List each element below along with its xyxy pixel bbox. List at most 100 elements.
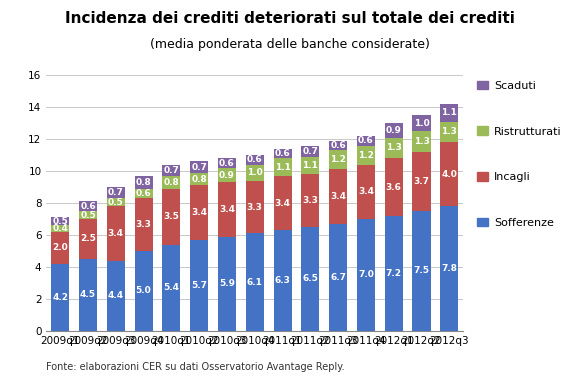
Text: 1.1: 1.1 [274, 162, 291, 171]
Text: 1.0: 1.0 [413, 119, 430, 127]
Bar [79, 202, 97, 211]
Text: 6.7: 6.7 [330, 273, 346, 282]
Bar [162, 165, 181, 176]
Bar [79, 219, 97, 259]
Text: Fonte: elaborazioni CER su dati Osservatorio Avantage Reply.: Fonte: elaborazioni CER su dati Osservat… [46, 362, 345, 372]
Bar [384, 123, 403, 138]
Bar [107, 187, 125, 198]
Bar [301, 227, 320, 331]
Text: 4.5: 4.5 [80, 290, 96, 299]
Text: 5.0: 5.0 [135, 287, 152, 296]
Bar [440, 206, 459, 331]
Text: 3.7: 3.7 [413, 177, 430, 186]
Bar [162, 176, 181, 189]
Text: 1.2: 1.2 [358, 151, 374, 159]
Text: 3.3: 3.3 [247, 203, 263, 212]
Bar [190, 162, 208, 173]
Bar [440, 104, 459, 121]
Text: 4.4: 4.4 [108, 291, 124, 300]
Bar [190, 240, 208, 331]
Text: 2.0: 2.0 [52, 243, 68, 252]
Text: 0.7: 0.7 [302, 147, 318, 156]
Bar [301, 157, 320, 174]
Text: 0.8: 0.8 [135, 178, 152, 187]
Text: 1.1: 1.1 [302, 161, 318, 170]
Text: 5.9: 5.9 [219, 279, 235, 288]
Text: 0.6: 0.6 [330, 141, 346, 150]
Bar [79, 211, 97, 219]
Text: 0.9: 0.9 [386, 126, 402, 135]
Bar [245, 165, 264, 181]
Text: 0.5: 0.5 [80, 211, 96, 220]
Bar [134, 198, 153, 251]
Text: 3.5: 3.5 [163, 212, 179, 221]
Bar [107, 206, 125, 261]
Text: 0.6: 0.6 [80, 202, 96, 211]
Bar [273, 230, 292, 331]
Text: 0.8: 0.8 [191, 174, 207, 183]
Bar [301, 146, 320, 157]
Text: 4.2: 4.2 [52, 293, 68, 302]
Text: 0.5: 0.5 [108, 198, 124, 207]
Bar [273, 176, 292, 230]
Bar [412, 211, 431, 331]
Text: 7.0: 7.0 [358, 270, 374, 279]
Text: 0.7: 0.7 [191, 162, 207, 171]
Bar [329, 141, 347, 150]
Bar [218, 182, 236, 237]
Text: 0.7: 0.7 [108, 188, 124, 197]
Text: 3.4: 3.4 [108, 229, 124, 238]
Text: 3.4: 3.4 [219, 205, 235, 214]
Bar [412, 115, 431, 131]
Text: 6.3: 6.3 [274, 276, 291, 285]
Text: 0.6: 0.6 [358, 136, 374, 145]
Bar [162, 189, 181, 244]
Bar [162, 244, 181, 331]
Text: 3.4: 3.4 [191, 208, 207, 217]
Bar [190, 185, 208, 240]
Text: 0.7: 0.7 [163, 166, 179, 175]
Text: 1.3: 1.3 [441, 127, 457, 136]
Bar [273, 158, 292, 176]
Bar [134, 189, 153, 198]
Text: 0.8: 0.8 [163, 178, 179, 187]
Bar [329, 150, 347, 170]
Text: 5.4: 5.4 [163, 283, 179, 292]
Text: 5.7: 5.7 [191, 281, 207, 290]
Text: 1.3: 1.3 [413, 137, 430, 146]
Bar [273, 149, 292, 158]
Bar [51, 232, 69, 264]
Bar [218, 237, 236, 331]
Text: Incidenza dei crediti deteriorati sul totale dei crediti: Incidenza dei crediti deteriorati sul to… [65, 11, 514, 26]
Text: 1.0: 1.0 [247, 168, 263, 177]
Bar [51, 217, 69, 225]
Text: 7.5: 7.5 [413, 267, 430, 276]
Text: 3.6: 3.6 [386, 183, 402, 191]
Bar [329, 170, 347, 224]
Text: (media ponderata delle banche considerate): (media ponderata delle banche considerat… [149, 38, 430, 51]
Text: 6.1: 6.1 [247, 277, 263, 287]
Bar [384, 158, 403, 216]
Bar [384, 216, 403, 331]
Bar [107, 198, 125, 206]
Text: 3.3: 3.3 [302, 196, 318, 205]
Text: 1.2: 1.2 [330, 155, 346, 164]
Bar [245, 155, 264, 165]
Bar [440, 121, 459, 142]
Text: 4.0: 4.0 [441, 170, 457, 179]
Text: 2.5: 2.5 [80, 235, 96, 244]
Text: 3.4: 3.4 [330, 192, 346, 201]
Bar [440, 143, 459, 206]
Text: 3.3: 3.3 [135, 220, 152, 229]
Text: 1.3: 1.3 [386, 143, 402, 152]
Text: 7.8: 7.8 [441, 264, 457, 273]
Text: 1.1: 1.1 [441, 108, 457, 117]
Legend: Scaduti, Ristrutturati, Incagli, Sofferenze: Scaduti, Ristrutturati, Incagli, Soffere… [477, 81, 562, 228]
Bar [190, 173, 208, 185]
Text: 3.4: 3.4 [274, 199, 291, 208]
Bar [107, 261, 125, 331]
Bar [134, 176, 153, 189]
Text: 7.2: 7.2 [386, 269, 402, 278]
Bar [79, 259, 97, 331]
Bar [51, 226, 69, 232]
